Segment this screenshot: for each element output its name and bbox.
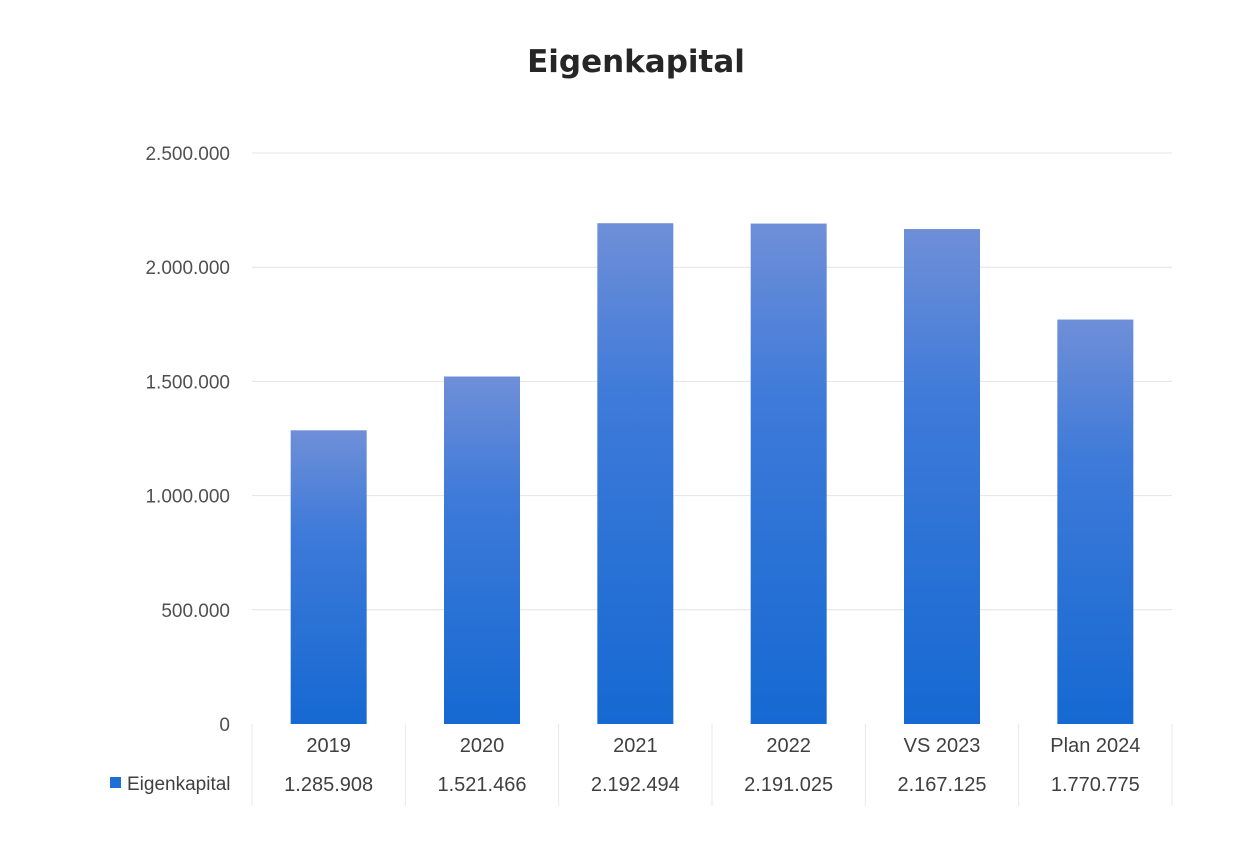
table-value: 1.521.466 [438,774,527,796]
x-category-label: 2021 [613,735,658,757]
y-tick-label: 0 [219,715,230,736]
x-axis-categories: 2019 2020 2021 2022 VS 2023 Plan 2024 [306,735,1140,757]
gridlines [252,152,1172,611]
y-tick-label: 2.000.000 [145,258,230,279]
legend-label: Eigenkapital [127,774,231,795]
data-table: Eigenkapital 1.285.908 1.521.466 2.192.494… [110,724,1173,806]
chart-title: Eigenkapital [527,44,745,80]
table-value: 2.192.494 [591,774,680,796]
bar-2019 [290,430,367,724]
bar-2021 [597,223,674,724]
x-category-label: Plan 2024 [1050,735,1140,757]
bar-2022 [750,223,827,724]
legend-swatch [110,777,121,788]
bars [290,223,1134,724]
x-category-label: 2019 [306,735,351,757]
bar-vs-2023 [904,229,980,724]
table-value: 2.191.025 [744,774,833,796]
y-tick-label: 2.500.000 [145,144,230,165]
x-category-label: VS 2023 [904,735,981,757]
y-tick-label: 1.000.000 [145,487,230,508]
table-value: 1.770.775 [1051,774,1140,796]
y-tick-label: 1.500.000 [145,372,230,393]
x-category-label: 2022 [766,735,811,757]
y-tick-label: 500.000 [161,601,230,622]
bar-2020 [444,376,520,724]
y-axis-ticks: 0 500.000 1.000.000 1.500.000 2.000.000 2.500… [145,144,230,736]
table-value: 2.167.125 [898,774,987,796]
table-value: 1.285.908 [284,774,373,796]
x-category-label: 2020 [460,735,505,757]
bar-plan-2024 [1057,319,1134,724]
